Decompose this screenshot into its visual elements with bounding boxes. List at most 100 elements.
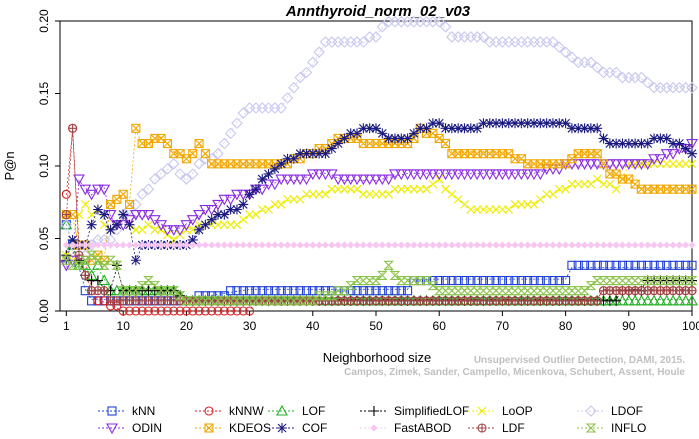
- data-point: [327, 286, 337, 296]
- data-point: [516, 118, 527, 129]
- data-point: [131, 123, 141, 133]
- y-tick-label: 0.15: [37, 81, 51, 105]
- legend-label: INFLO: [611, 421, 646, 434]
- data-point: [542, 189, 552, 199]
- data-point: [155, 220, 168, 231]
- data-point: [182, 241, 190, 249]
- data-point: [453, 194, 463, 204]
- data-point: [389, 270, 401, 281]
- data-point: [300, 174, 313, 186]
- data-point: [333, 184, 343, 194]
- data-point: [465, 286, 477, 296]
- data-point: [630, 138, 641, 149]
- data-point: [87, 296, 97, 306]
- data-point: [351, 174, 363, 186]
- data-point: [232, 286, 242, 296]
- data-point: [307, 296, 319, 306]
- data-point: [635, 294, 648, 306]
- x-tick-label: 1: [63, 319, 70, 333]
- data-point: [433, 169, 446, 181]
- data-point: [568, 241, 576, 249]
- data-point: [674, 275, 685, 286]
- legend-label: kNN: [132, 404, 155, 418]
- data-point: [567, 260, 577, 270]
- data-point: [542, 275, 552, 286]
- data-point: [528, 286, 540, 296]
- data-point: [187, 296, 199, 306]
- data-point: [529, 275, 539, 286]
- data-point: [250, 296, 262, 306]
- data-point: [644, 241, 652, 249]
- data-point: [60, 218, 73, 230]
- y-tick-label: 0.05: [37, 226, 51, 250]
- data-point: [332, 286, 344, 296]
- data-point: [99, 286, 109, 296]
- data-point: [377, 189, 387, 199]
- data-point: [598, 260, 609, 270]
- data-point: [113, 241, 121, 249]
- data-point: [566, 286, 578, 296]
- data-point: [188, 225, 198, 235]
- data-point: [246, 241, 254, 249]
- data-point: [523, 275, 533, 286]
- data-point: [610, 275, 622, 286]
- data-point: [447, 275, 457, 286]
- data-point: [554, 275, 564, 286]
- data-point: [148, 215, 161, 226]
- legend-label: SimplifiedLOF: [394, 404, 469, 418]
- data-point: [629, 71, 641, 84]
- data-point: [309, 241, 317, 249]
- data-point: [257, 205, 267, 214]
- data-point: [332, 174, 345, 186]
- data-point: [464, 169, 477, 181]
- data-point: [73, 260, 85, 270]
- data-point: [124, 306, 135, 316]
- data-point: [497, 286, 508, 296]
- data-point: [283, 241, 292, 249]
- series-line: [65, 143, 693, 268]
- data-point: [262, 102, 275, 114]
- data-point: [630, 179, 640, 189]
- data-point: [591, 61, 603, 74]
- data-point: [344, 36, 357, 48]
- watermark-line-1: Unsupervised Outlier Detection, DAMI, 20…: [474, 355, 685, 366]
- legend-label: FastABOD: [394, 421, 452, 434]
- data-point: [376, 174, 389, 186]
- data-point: [471, 286, 483, 296]
- data-point: [98, 184, 111, 196]
- data-point: [529, 118, 539, 129]
- data-point: [111, 260, 123, 270]
- data-point: [498, 241, 506, 249]
- data-point: [566, 123, 577, 134]
- data-point: [623, 138, 634, 149]
- data-point: [137, 306, 147, 316]
- data-point: [516, 200, 526, 209]
- data-point: [294, 174, 307, 186]
- data-point: [390, 286, 400, 296]
- series-layer: [60, 15, 698, 316]
- data-point: [686, 81, 698, 94]
- data-point: [275, 174, 288, 186]
- data-point: [358, 189, 368, 199]
- data-point: [276, 200, 286, 209]
- data-point: [396, 184, 406, 194]
- x-axis: 1 10 20 30 40 50 60 70 80 90 100: [63, 311, 699, 333]
- data-point: [410, 241, 418, 249]
- data-point: [622, 159, 635, 170]
- data-point: [395, 169, 408, 181]
- data-point: [111, 219, 122, 230]
- data-point: [194, 224, 205, 235]
- data-point: [306, 169, 319, 181]
- data-point: [333, 138, 344, 149]
- data-point: [85, 189, 98, 201]
- data-point: [345, 281, 357, 291]
- data-point: [472, 275, 482, 286]
- data-point: [687, 184, 697, 194]
- data-point: [347, 241, 355, 249]
- data-point: [604, 66, 616, 79]
- data-point: [458, 169, 471, 181]
- data-point: [675, 241, 683, 249]
- data-point: [200, 306, 210, 316]
- data-point: [224, 194, 237, 206]
